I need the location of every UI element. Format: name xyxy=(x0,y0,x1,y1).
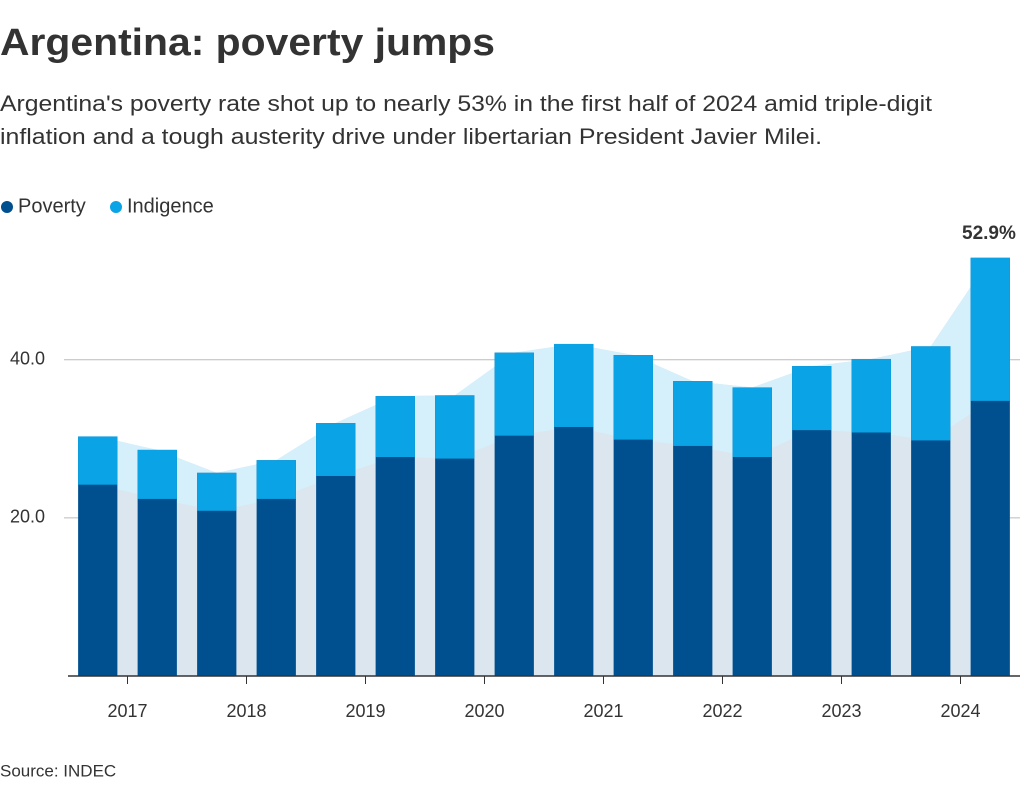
bar-segment xyxy=(613,355,653,440)
x-tick-label: 2022 xyxy=(702,701,742,721)
legend-label: Indigence xyxy=(127,195,214,217)
x-tick-label: 2017 xyxy=(107,701,147,721)
bar-segment xyxy=(970,257,1010,401)
bar-segment xyxy=(792,366,832,431)
chart-title: Argentina: poverty jumps xyxy=(0,22,495,64)
bar-segment xyxy=(78,436,118,485)
bar-segment xyxy=(673,381,713,446)
x-tick-label: 2024 xyxy=(940,701,980,721)
x-tick-label: 2023 xyxy=(821,701,861,721)
legend-label: Poverty xyxy=(18,195,86,217)
bar-segment xyxy=(732,387,772,458)
bar-segment xyxy=(375,396,415,458)
legend-swatch xyxy=(1,201,13,213)
x-tick-label: 2020 xyxy=(464,701,504,721)
y-tick-label: 40.0 xyxy=(10,349,45,369)
legend-swatch xyxy=(110,201,122,213)
bar-segment xyxy=(256,460,296,499)
bar-segment xyxy=(435,395,475,459)
subtitle: inflation and a tough austerity drive un… xyxy=(0,124,822,149)
value-label: 52.9% xyxy=(962,223,1016,244)
bar-segment xyxy=(851,358,891,433)
x-tick-label: 2018 xyxy=(226,701,266,721)
bar-segment xyxy=(197,472,237,511)
subtitle: Argentina's poverty rate shot up to near… xyxy=(0,91,932,116)
bar-segment xyxy=(911,346,951,441)
bar-segment xyxy=(554,343,594,427)
y-tick-label: 20.0 xyxy=(10,507,45,527)
x-tick-label: 2019 xyxy=(345,701,385,721)
bar-segment xyxy=(137,449,177,499)
source: Source: INDEC xyxy=(0,761,116,780)
bar-segment xyxy=(316,423,356,476)
x-tick-label: 2021 xyxy=(583,701,623,721)
bar-segment xyxy=(494,352,534,436)
